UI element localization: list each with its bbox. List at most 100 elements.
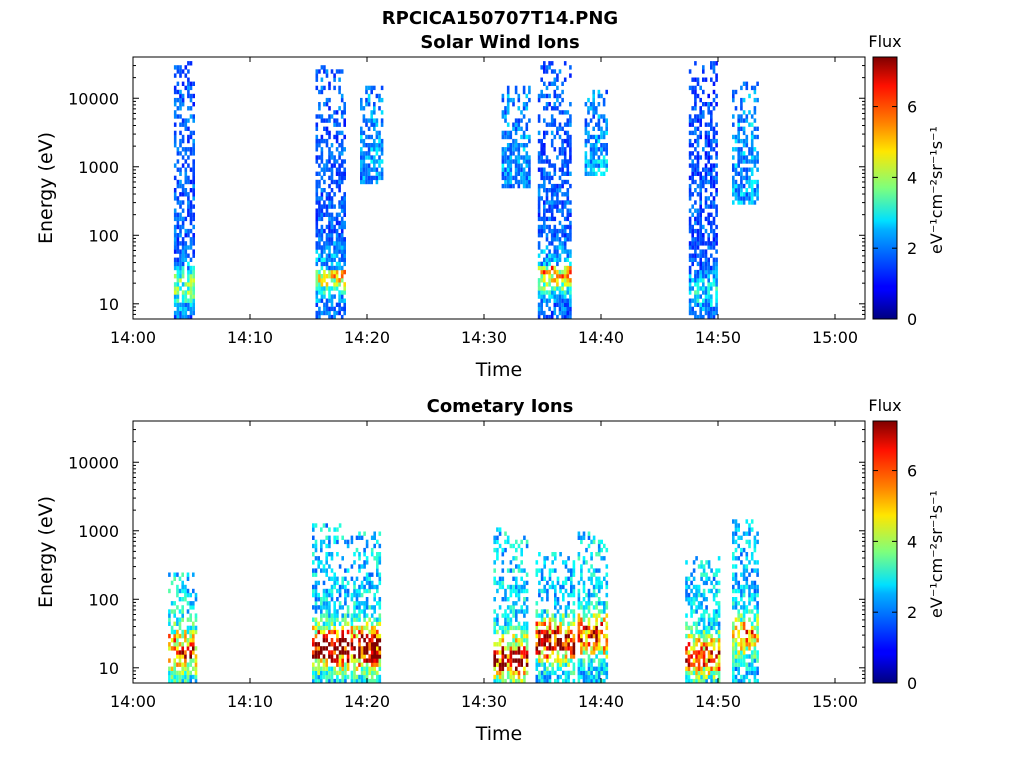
heatmap-cell bbox=[358, 568, 361, 573]
heatmap-cell bbox=[353, 678, 356, 684]
heatmap-cell bbox=[323, 241, 326, 246]
heatmap-cell bbox=[353, 560, 356, 565]
heatmap-cell bbox=[732, 654, 735, 659]
heatmap-cell bbox=[691, 171, 694, 176]
heatmap-cell bbox=[715, 278, 718, 283]
heatmap-cell bbox=[732, 601, 735, 606]
heatmap-cell bbox=[559, 552, 562, 557]
heatmap-cell bbox=[360, 130, 363, 136]
heatmap-cell bbox=[580, 670, 583, 676]
heatmap-cell bbox=[353, 646, 356, 651]
heatmap-cell bbox=[340, 151, 344, 156]
heatmap-cell bbox=[343, 253, 346, 258]
heatmap-cell bbox=[543, 609, 546, 614]
heatmap-cell bbox=[712, 638, 716, 643]
heatmap-cell bbox=[370, 666, 374, 671]
heatmap-cell bbox=[734, 678, 738, 684]
heatmap-cell bbox=[496, 547, 499, 553]
heatmap-cell bbox=[550, 138, 554, 144]
heatmap-cell bbox=[498, 674, 502, 680]
heatmap-cell bbox=[600, 151, 603, 156]
heatmap-cell bbox=[699, 237, 702, 242]
heatmap-cell bbox=[550, 143, 554, 148]
heatmap-cell bbox=[590, 678, 593, 684]
heatmap-cell bbox=[748, 646, 751, 651]
heatmap-cell bbox=[566, 233, 570, 238]
heatmap-cell bbox=[704, 77, 708, 82]
heatmap-cell bbox=[312, 568, 315, 573]
heatmap-cell bbox=[691, 85, 694, 91]
x-tick-label: 14:40 bbox=[578, 692, 624, 711]
heatmap-cell bbox=[566, 216, 570, 222]
heatmap-cell bbox=[365, 613, 369, 618]
heatmap-cell bbox=[556, 294, 559, 299]
heatmap-cell bbox=[740, 572, 743, 577]
heatmap-cell bbox=[556, 269, 559, 275]
heatmap-cell bbox=[328, 539, 331, 545]
heatmap-cell bbox=[181, 122, 185, 127]
heatmap-cell bbox=[543, 646, 546, 651]
heatmap-cell bbox=[320, 625, 323, 631]
heatmap-cell bbox=[525, 151, 529, 156]
heatmap-cell bbox=[580, 617, 583, 622]
heatmap-cell bbox=[333, 314, 336, 320]
heatmap-cell bbox=[748, 543, 751, 549]
heatmap-cell bbox=[181, 69, 185, 74]
heatmap-cell bbox=[587, 621, 591, 626]
heatmap-cell bbox=[187, 179, 190, 185]
heatmap-cell bbox=[525, 143, 529, 148]
heatmap-cell bbox=[360, 138, 363, 144]
heatmap-cell bbox=[563, 204, 567, 209]
heatmap-cell bbox=[506, 159, 510, 164]
heatmap-cell bbox=[543, 564, 546, 569]
heatmap-cell bbox=[707, 560, 711, 565]
heatmap-cell bbox=[181, 670, 184, 676]
heatmap-cell bbox=[597, 568, 601, 573]
heatmap-cell bbox=[556, 200, 559, 205]
heatmap-cell bbox=[559, 658, 562, 663]
heatmap-cell bbox=[367, 171, 371, 176]
heatmap-cell bbox=[540, 89, 543, 95]
heatmap-cell bbox=[750, 196, 754, 201]
heatmap-cell bbox=[700, 617, 703, 622]
heatmap-cell bbox=[561, 233, 564, 238]
heatmap-cell bbox=[707, 167, 710, 172]
plot-frame bbox=[132, 56, 866, 320]
heatmap-cell bbox=[715, 613, 718, 618]
heatmap-cell bbox=[605, 633, 609, 639]
heatmap-cell bbox=[314, 666, 318, 671]
heatmap-cell bbox=[189, 93, 193, 99]
heatmap-cell bbox=[554, 568, 557, 573]
heatmap-cell bbox=[742, 605, 746, 610]
heatmap-cell bbox=[550, 286, 554, 291]
heatmap-cell bbox=[569, 233, 572, 238]
heatmap-cell bbox=[538, 621, 541, 626]
heatmap-cell bbox=[363, 625, 366, 631]
heatmap-cell bbox=[753, 654, 757, 659]
heatmap-cell bbox=[745, 81, 749, 86]
heatmap-cell bbox=[368, 670, 371, 676]
heatmap-cell bbox=[365, 543, 369, 549]
heatmap-cell bbox=[605, 126, 608, 131]
heatmap-cell bbox=[691, 151, 694, 156]
heatmap-cell bbox=[504, 654, 507, 659]
heatmap-cell bbox=[176, 261, 180, 267]
heatmap-cell bbox=[184, 118, 188, 123]
heatmap-cell bbox=[328, 678, 331, 684]
heatmap-cell bbox=[600, 601, 603, 606]
heatmap-cell bbox=[517, 592, 521, 598]
heatmap-cell bbox=[320, 605, 323, 610]
heatmap-cell bbox=[340, 143, 344, 148]
heatmap-cell bbox=[697, 678, 701, 684]
heatmap-cell bbox=[558, 151, 562, 156]
heatmap-cell bbox=[520, 155, 523, 160]
heatmap-cell bbox=[330, 171, 334, 176]
heatmap-cell bbox=[580, 535, 583, 540]
heatmap-cell bbox=[328, 666, 331, 671]
heatmap-cell bbox=[181, 200, 185, 205]
heatmap-cell bbox=[712, 306, 716, 312]
heatmap-cell bbox=[745, 642, 749, 647]
heatmap-cell bbox=[343, 212, 346, 217]
heatmap-cell bbox=[753, 633, 757, 639]
heatmap-cell bbox=[734, 531, 738, 536]
